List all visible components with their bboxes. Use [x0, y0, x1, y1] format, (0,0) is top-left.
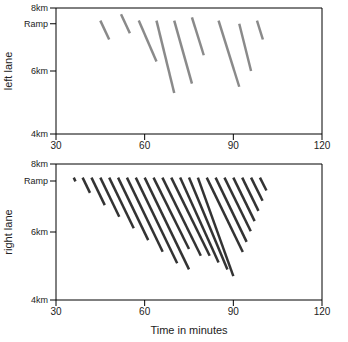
svg-text:90: 90 [228, 140, 240, 151]
svg-text:Ramp: Ramp [24, 19, 48, 29]
svg-text:60: 60 [139, 140, 151, 151]
svg-text:4km: 4km [31, 129, 48, 139]
svg-text:Ramp: Ramp [24, 176, 48, 186]
svg-text:8km: 8km [31, 3, 48, 13]
svg-text:90: 90 [228, 306, 240, 317]
svg-text:right lane: right lane [2, 209, 14, 254]
svg-text:60: 60 [139, 306, 151, 317]
svg-text:4km: 4km [31, 295, 48, 305]
svg-text:6km: 6km [31, 227, 48, 237]
svg-text:Time in minutes: Time in minutes [150, 324, 228, 336]
svg-text:120: 120 [314, 306, 331, 317]
svg-text:30: 30 [50, 140, 62, 151]
svg-text:8km: 8km [31, 159, 48, 169]
svg-text:left lane: left lane [2, 52, 14, 91]
svg-text:30: 30 [50, 306, 62, 317]
svg-text:6km: 6km [31, 66, 48, 76]
svg-text:120: 120 [314, 140, 331, 151]
